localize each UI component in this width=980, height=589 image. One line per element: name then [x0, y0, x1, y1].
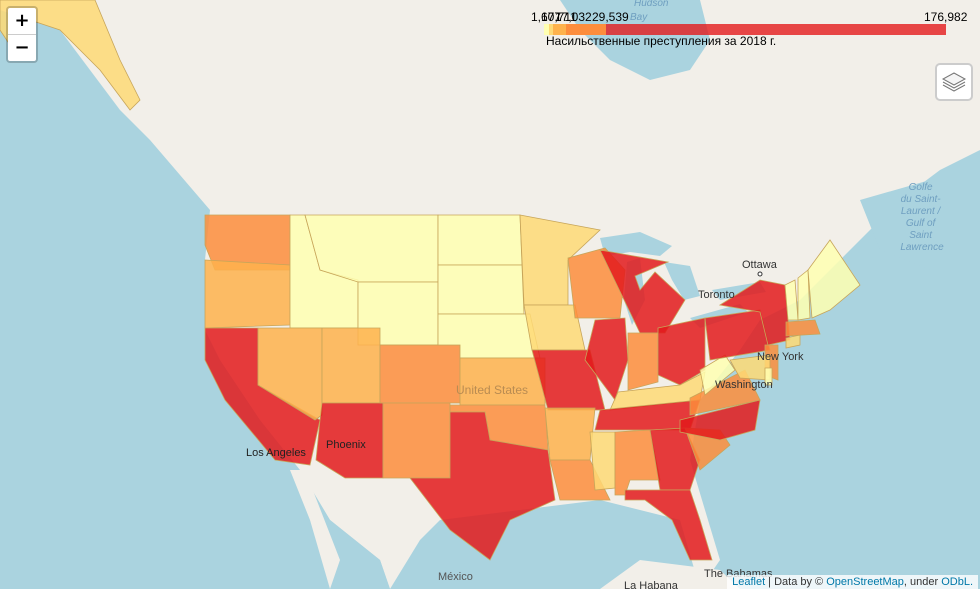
label-hudson-bay: Hudson Bay: [630, 0, 669, 23]
state-new-hampshire: [797, 269, 811, 321]
legend-swatch-5: [606, 24, 946, 35]
state-maine: [807, 239, 861, 319]
state-illinois: [584, 317, 629, 401]
zoom-control: + −: [6, 6, 38, 63]
state-delaware: [764, 367, 773, 386]
label-toronto: Toronto: [698, 289, 735, 301]
state-utah: [321, 327, 381, 404]
label-phoenix: Phoenix: [326, 439, 366, 451]
layers-control-button[interactable]: [935, 63, 973, 101]
state-polygons[interactable]: [0, 0, 861, 561]
state-minnesota: [519, 214, 601, 306]
state-south-dakota: [437, 264, 525, 315]
odbl-link[interactable]: ODbL.: [941, 576, 973, 588]
city-dot-ottawa: [757, 271, 763, 277]
layers-icon: [941, 72, 967, 92]
legend-tick-4: 29,539: [592, 10, 629, 24]
state-montana: [304, 214, 439, 283]
label-united-states: United States: [456, 383, 528, 397]
zoom-in-button[interactable]: +: [14, 10, 30, 31]
attribution-sep2: , under: [903, 576, 942, 588]
state-kentucky: [609, 371, 706, 411]
legend-swatch-3: [553, 24, 566, 35]
legend-tick-1: 1,677: [531, 10, 562, 24]
legend-tick-2: 10,711: [541, 10, 577, 24]
legend-tick-5: 176,982: [924, 10, 968, 24]
legend-color-bar: [544, 24, 946, 35]
state-massachusetts: [785, 319, 821, 337]
legend-tick-3: 17,032: [555, 10, 592, 24]
state-virginia: [689, 369, 761, 416]
label-new-york: New York: [757, 351, 804, 363]
label-washington: Washington: [715, 379, 773, 391]
state-west-virginia: [699, 354, 736, 396]
state-colorado: [379, 344, 461, 404]
leaflet-link[interactable]: Leaflet: [732, 576, 766, 588]
state-ohio: [657, 317, 706, 386]
state-oregon: [204, 259, 291, 329]
state-north-dakota: [437, 214, 523, 266]
legend-caption: Насильственные преступления за 2018 г.: [546, 34, 777, 48]
osm-link[interactable]: OpenStreetMap: [826, 576, 904, 588]
zoom-out-button[interactable]: −: [8, 34, 36, 61]
state-connecticut: [785, 334, 801, 349]
state-north-carolina: [679, 399, 761, 441]
state-arkansas: [544, 407, 596, 461]
legend: 1,677 10,711 17,032 29,539 176,982 Насил…: [530, 8, 967, 50]
map-attribution: Leaflet | Data by © OpenStreetMap, under…: [727, 575, 978, 589]
state-georgia: [649, 427, 701, 491]
legend-swatch-4: [566, 24, 606, 35]
state-texas: [409, 411, 556, 561]
label-los-angeles: Los Angeles: [246, 447, 306, 459]
state-indiana: [627, 332, 659, 391]
state-nevada: [257, 327, 323, 421]
legend-swatch-1: [544, 24, 549, 35]
label-ottawa: Ottawa: [742, 259, 778, 271]
state-new-mexico: [382, 402, 451, 479]
label-la-habana: La Habana: [624, 580, 679, 589]
label-gulf-st-lawrence: Golfe du Saint- Laurent / Gulf of Saint …: [900, 182, 944, 253]
label-mexico: México: [438, 571, 473, 583]
state-kansas: [459, 357, 546, 406]
attribution-sep1: | Data by ©: [765, 576, 827, 588]
state-florida: [624, 489, 713, 561]
legend-swatch-2: [549, 24, 553, 35]
